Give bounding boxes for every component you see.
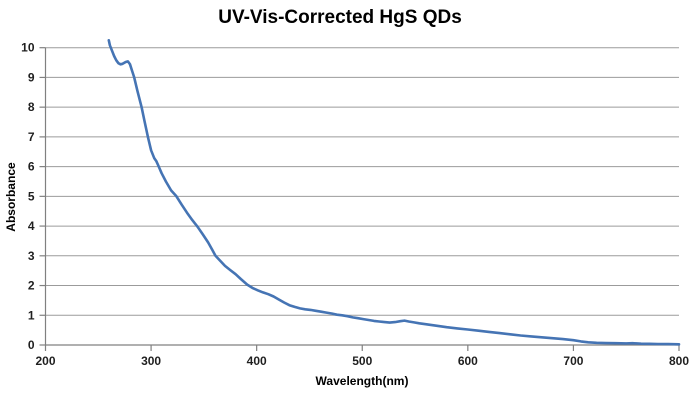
x-tick-label: 700 <box>563 354 583 368</box>
y-tick-label: 1 <box>28 308 35 322</box>
y-tick-label: 4 <box>28 219 35 233</box>
x-axis-tick-labels: 200 300 400 500 600 700 800 <box>35 354 689 368</box>
x-tick-label: 600 <box>458 354 478 368</box>
y-tick-label: 6 <box>28 160 35 174</box>
absorbance-curve <box>107 38 681 346</box>
x-tick-label: 400 <box>247 354 267 368</box>
y-tick-label: 0 <box>28 338 35 352</box>
y-axis-title: Absorbance <box>4 162 18 232</box>
x-tick-label: 800 <box>669 354 689 368</box>
y-tick-label: 8 <box>28 100 35 114</box>
x-axis-ticks <box>44 345 680 351</box>
x-tick-label: 500 <box>352 354 372 368</box>
y-axis-ticks <box>39 47 46 346</box>
y-tick-label: 9 <box>28 70 35 84</box>
y-tick-label: 2 <box>28 279 35 293</box>
chart-title: UV-Vis-Corrected HgS QDs <box>218 7 462 28</box>
x-tick-label: 200 <box>35 354 55 368</box>
x-axis-title: Wavelength(nm) <box>315 374 409 388</box>
y-tick-label: 5 <box>28 189 35 203</box>
gridlines <box>45 47 679 316</box>
y-tick-label: 10 <box>21 41 35 55</box>
y-axis-tick-labels: 0 1 2 3 4 5 6 7 8 9 10 <box>21 41 35 352</box>
y-tick-label: 3 <box>28 249 35 263</box>
y-tick-label: 7 <box>28 130 35 144</box>
x-tick-label: 300 <box>141 354 161 368</box>
